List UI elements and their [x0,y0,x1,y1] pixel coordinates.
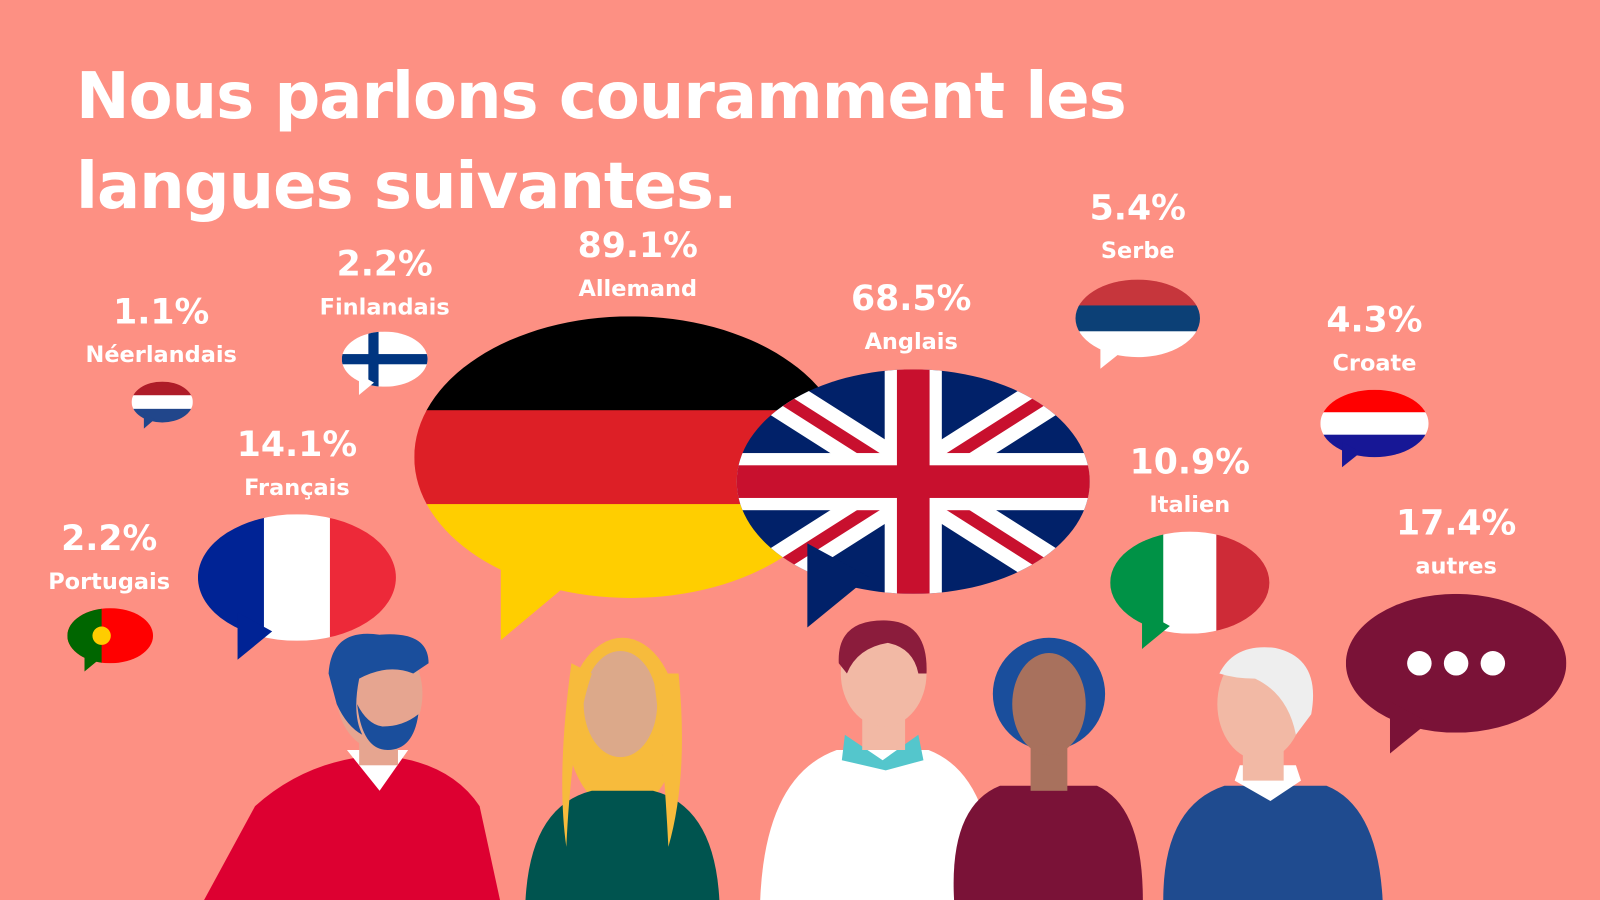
percent: 1.1% [113,292,209,332]
language-name: Néerlandais [86,342,237,368]
bubble-tail [807,543,870,628]
flag [1345,593,1567,733]
percent: 2.2% [337,245,433,285]
bubble-tail [1342,441,1361,468]
people [204,620,1383,900]
speech-bubble [131,381,193,429]
speech-bubble [1320,389,1429,468]
labels: 1.1% Néerlandais 2.2% Finlandais 89.1% Allema… [48,188,1516,594]
flag [736,369,1090,594]
language-name: Serbe [1101,238,1175,264]
language-name: Portugais [48,569,170,595]
flag [1075,279,1200,358]
bubble-tail [84,650,100,672]
flag [197,514,396,641]
percent: 5.4% [1090,188,1186,228]
bubble-tail [1389,701,1429,754]
flag [1320,389,1429,458]
language-name: autres [1415,553,1496,579]
language-name: Croate [1332,350,1416,376]
bubble-tail [143,413,155,429]
bubble-tail [237,612,273,660]
flag [341,331,428,387]
speech-bubble [736,369,1090,628]
flag [1110,531,1270,634]
language-name: Anglais [865,329,958,355]
bubble-tail [1100,339,1123,369]
speech-bubble [67,608,154,672]
language-name: Français [244,475,350,501]
percent: 10.9% [1130,442,1250,482]
language-name: Allemand [578,276,697,302]
speech-bubble [1110,531,1270,649]
percent: 4.3% [1326,301,1422,341]
percent: 89.1% [578,226,698,266]
speech-bubble [1345,593,1567,754]
percent: 2.2% [61,519,157,559]
title: Nous parlons couramment les langues suiv… [76,60,1127,224]
speech-bubble [341,331,428,395]
percent: 68.5% [851,279,971,319]
language-name: Finlandais [320,294,450,320]
percent: 17.4% [1396,504,1516,544]
speech-bubble [1075,279,1200,369]
bubble-tail [500,534,577,641]
bubble-tail [358,374,374,395]
percent: 14.1% [237,425,357,465]
language-name: Italien [1149,492,1230,518]
bubble-tail [1142,610,1170,649]
flag [67,608,154,664]
flag [131,381,193,423]
